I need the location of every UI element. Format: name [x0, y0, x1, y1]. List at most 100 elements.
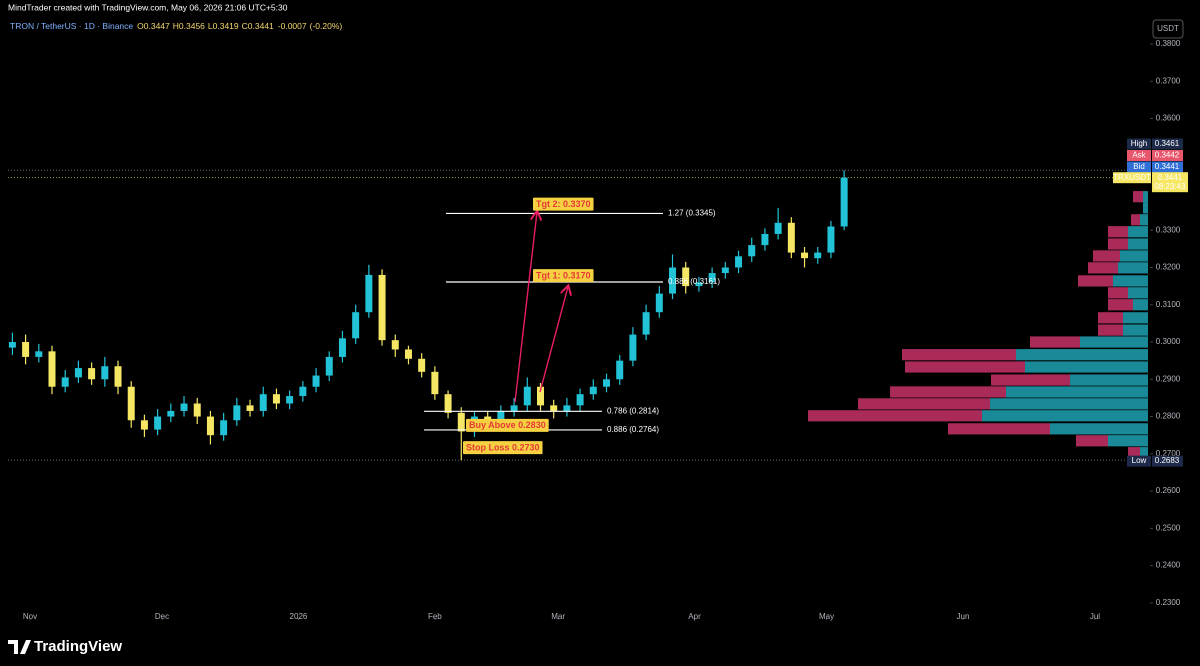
candle-body	[536, 386, 544, 406]
profile-buy	[1140, 447, 1148, 459]
candle-body	[497, 410, 505, 421]
profile-sell	[1030, 336, 1080, 348]
credit: MindTrader created with TradingView.com,…	[8, 2, 288, 12]
candle-body	[193, 403, 201, 417]
candle-body	[22, 342, 30, 357]
profile-buy	[1128, 238, 1148, 250]
candle-body	[101, 366, 109, 380]
c-label: C	[242, 21, 248, 31]
trade-box-bg	[533, 269, 594, 283]
y-tick-label: 0.2600	[1156, 486, 1181, 495]
candle-body	[352, 312, 360, 339]
countdown: 08:23:43	[1154, 182, 1186, 191]
badge-name-bg	[1127, 455, 1151, 467]
y-tick-label: 0.2400	[1156, 561, 1181, 570]
profile-buy	[1050, 423, 1148, 435]
profile-buy	[1143, 202, 1148, 214]
candle-body	[576, 394, 584, 406]
candle-body	[88, 368, 96, 380]
candle-body	[74, 368, 82, 378]
candle-body	[259, 394, 267, 411]
x-tick-label: Jun	[957, 612, 970, 621]
profile-sell	[890, 386, 1006, 398]
candle-body	[444, 394, 452, 413]
candle-body	[827, 226, 835, 253]
candle-body	[246, 405, 254, 411]
profile-buy	[1016, 349, 1148, 361]
candle-body	[286, 396, 294, 404]
x-tick-label: Nov	[23, 612, 37, 621]
price-badge: High 0.3461	[1127, 138, 1183, 150]
candle-body	[748, 245, 756, 257]
candle-body	[655, 293, 663, 313]
fib-label: 0.886 (0.3161)	[668, 277, 720, 286]
currency[interactable]: USDT	[1157, 24, 1179, 33]
profile-sell	[991, 374, 1070, 386]
candle-body	[669, 267, 677, 294]
badge-value-bg	[1152, 138, 1183, 150]
profile-buy	[1118, 262, 1148, 274]
candle-body	[484, 416, 492, 421]
profile-sell	[1131, 214, 1140, 226]
badge-value: 0.3441	[1155, 162, 1180, 171]
candle-body	[840, 177, 848, 227]
candle-body	[8, 342, 16, 348]
profile-buy	[982, 410, 1148, 422]
candle-body	[114, 366, 122, 387]
badge-value: 0.3461	[1155, 139, 1180, 148]
x-tick-label: Apr	[688, 612, 701, 621]
candle-body	[35, 351, 43, 357]
arrow	[539, 287, 568, 393]
profile-sell	[858, 398, 990, 410]
fib-label: 1.27 (0.3345)	[668, 209, 716, 218]
candle-body	[563, 405, 571, 411]
badge-name: High	[1131, 139, 1147, 148]
candle-body	[220, 420, 228, 436]
h-label: H	[173, 21, 179, 31]
candle-body	[431, 371, 439, 395]
x-tick-label: Mar	[551, 612, 565, 621]
y-tick-label: 0.3100	[1156, 300, 1181, 309]
trade-box-label: Tgt 2: 0.3370	[536, 199, 591, 209]
y-tick-label: 0.3300	[1156, 225, 1181, 234]
last-name: TRXUSDT	[1113, 173, 1151, 182]
arrow	[514, 212, 537, 403]
profile-sell	[902, 349, 1016, 361]
fib-label: 0.886 (0.2764)	[607, 425, 659, 434]
profile-buy	[1123, 312, 1148, 324]
candle-body	[299, 386, 307, 397]
candle-body	[233, 405, 241, 421]
profile-buy	[1070, 374, 1148, 386]
profile-buy	[1120, 250, 1148, 262]
candle-body	[338, 338, 346, 357]
brand: TradingView	[34, 638, 122, 655]
profile-buy	[1108, 435, 1148, 447]
profile-sell	[1108, 226, 1128, 238]
candle-body	[154, 416, 162, 430]
last-value: 0.3441	[1158, 173, 1183, 182]
candle-body	[708, 273, 716, 283]
profile-buy	[1123, 324, 1148, 336]
badge-name: Low	[1132, 456, 1147, 465]
candle-body	[378, 274, 386, 341]
symbol: TRON / TetherUS · 1D · Binance	[10, 21, 133, 31]
candle-body	[787, 222, 795, 253]
trade-box: Buy Above 0.2830	[466, 418, 549, 432]
high: 0.3456	[179, 21, 205, 31]
change: -0.0007	[278, 21, 307, 31]
profile-buy	[1143, 191, 1148, 203]
currency-box[interactable]	[1152, 19, 1184, 39]
profile-sell	[1108, 238, 1128, 250]
y-tick-label: 0.2500	[1156, 523, 1181, 532]
badge-value: 0.2683	[1155, 456, 1180, 465]
trade-box-label: Stop Loss 0.2730	[466, 443, 540, 453]
profile-sell	[1088, 262, 1118, 274]
close: 0.3441	[248, 21, 274, 31]
logo: TradingView	[8, 638, 122, 655]
y-tick-label: 0.3200	[1156, 263, 1181, 272]
price-badge: Ask 0.3442	[1127, 150, 1183, 161]
trade-box: Tgt 2: 0.3370	[533, 197, 594, 211]
badge-value: 0.3442	[1155, 151, 1180, 160]
candle-body	[682, 267, 690, 287]
